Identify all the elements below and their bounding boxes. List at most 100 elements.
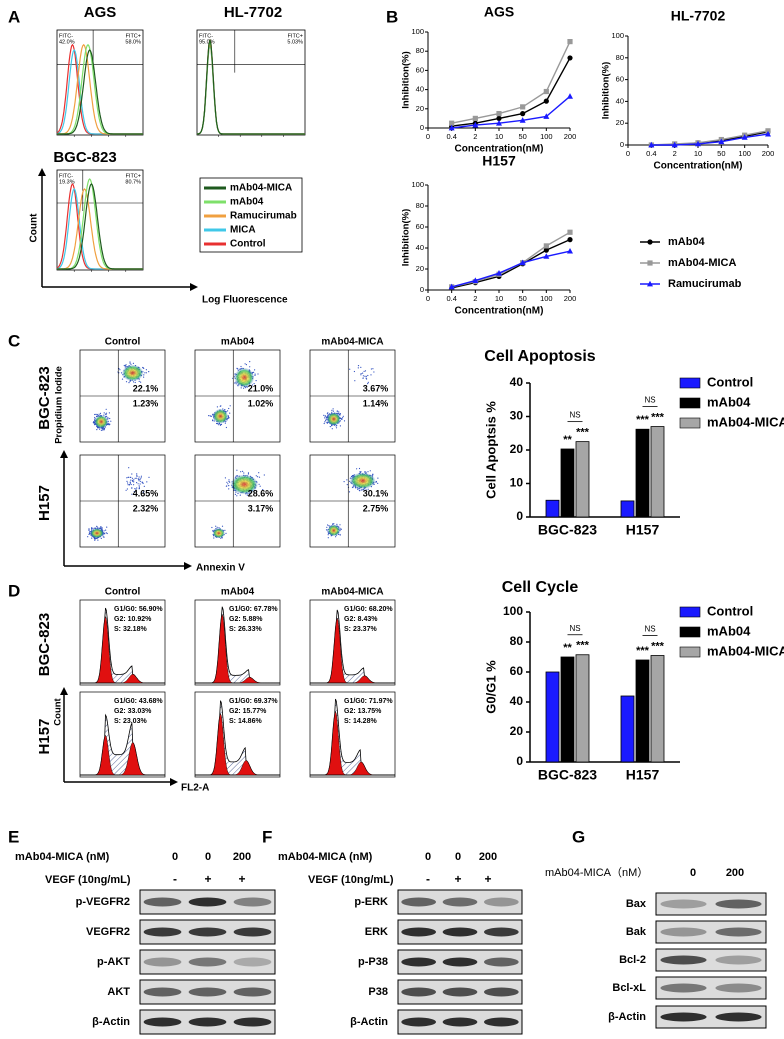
legend-label: mAb04: [230, 197, 264, 208]
legend-marker: [647, 280, 653, 287]
quadrant-percent: 1.14%: [363, 398, 389, 408]
event-dot: [367, 381, 369, 383]
gate-label: FITC+: [126, 173, 141, 179]
significance: **: [563, 434, 572, 446]
significance: NS: [569, 624, 580, 633]
y-tick-label: 100: [503, 604, 523, 618]
band-label: p-VEGFR2: [76, 896, 130, 908]
blot-band: [233, 1017, 272, 1027]
blot-band: [401, 897, 437, 907]
event-dot: [370, 374, 372, 376]
x-tick-label: 50: [518, 132, 526, 141]
event-dot: [372, 368, 374, 370]
event-dot: [323, 422, 325, 425]
data-point: [567, 247, 573, 254]
event-dot: [348, 491, 351, 493]
bar: [575, 654, 590, 763]
band-label: P38: [368, 986, 388, 998]
legend-label: Control: [707, 374, 753, 389]
event-dot: [225, 426, 227, 429]
blot-band: [483, 927, 519, 937]
g2-peak: [80, 674, 165, 684]
legend-marker: [647, 260, 653, 266]
event-dot: [91, 528, 93, 530]
event-dot: [324, 421, 326, 423]
axis-label: Concentration(nM): [455, 144, 544, 155]
arrowhead: [190, 283, 198, 291]
x-tick-label: 0.4: [446, 132, 456, 141]
event-dot: [359, 490, 361, 492]
panel-letter: F: [262, 827, 272, 846]
blot-band: [401, 1017, 437, 1027]
event-dot: [133, 479, 135, 481]
band-label: Bcl-2: [619, 954, 646, 966]
event-dot: [133, 484, 135, 486]
event-dot: [331, 428, 333, 430]
data-point: [519, 259, 526, 266]
band-label: β-Actin: [350, 1016, 388, 1028]
legend-label: mAb04: [707, 623, 751, 638]
event-dot: [94, 538, 96, 540]
event-dot: [258, 483, 260, 485]
event-dot: [208, 415, 210, 417]
blot-band: [715, 955, 762, 965]
row-label: H157: [36, 485, 53, 521]
histogram-frame: [79, 599, 166, 686]
event-dot: [229, 481, 231, 483]
event-dot: [93, 421, 95, 423]
event-dot: [332, 408, 334, 410]
event-dot: [136, 474, 138, 476]
event-dot: [234, 382, 236, 384]
arrowhead: [38, 168, 46, 176]
quadrant-percent: 2.32%: [133, 503, 159, 513]
series-line: [651, 133, 769, 146]
event-dot: [143, 376, 145, 378]
event-dot: [331, 409, 333, 411]
event-dot: [218, 424, 220, 426]
y-tick-label: 30: [510, 409, 524, 423]
band-label: ERK: [365, 926, 388, 938]
event-dot: [213, 537, 215, 539]
significance: NS: [644, 396, 655, 405]
band-label: β-Actin: [92, 1016, 130, 1028]
band-label: Bak: [626, 926, 647, 938]
band-label: VEGFR2: [86, 926, 130, 938]
data-point: [543, 243, 549, 249]
event-dot: [220, 424, 222, 426]
quadrant-percent: 3.67%: [363, 383, 389, 393]
event-dot: [132, 381, 135, 383]
bar: [635, 428, 650, 518]
data-point: [496, 120, 502, 126]
significance: ***: [576, 640, 590, 652]
significance: **: [563, 642, 572, 654]
x-tick-label: 0: [626, 149, 630, 158]
event-dot: [226, 481, 228, 483]
event-dot: [105, 412, 108, 414]
event-dot: [134, 381, 136, 384]
event-dot: [210, 415, 212, 417]
event-dot: [95, 413, 97, 415]
event-dot: [254, 373, 256, 375]
y-tick-label: 40: [510, 694, 524, 708]
treatment-value: +: [238, 872, 245, 886]
event-dot: [138, 486, 140, 488]
event-dot: [133, 491, 135, 493]
event-dot: [125, 381, 128, 383]
data-point: [741, 134, 748, 140]
flow-title: BGC-823: [53, 149, 116, 166]
event-dot: [132, 480, 134, 482]
arrowhead: [184, 562, 192, 570]
event-dot: [239, 494, 241, 496]
y-tick-label: 80: [616, 53, 624, 62]
event-dot: [327, 524, 329, 526]
event-dot: [360, 373, 362, 375]
x-tick-label: BGC-823: [538, 522, 597, 538]
treatment-value: +: [454, 872, 461, 886]
event-dot: [342, 415, 344, 417]
event-dot: [342, 417, 344, 419]
axis-label: Count: [29, 213, 40, 243]
event-dot: [339, 413, 341, 415]
y-tick-label: 20: [416, 264, 424, 273]
data-point: [567, 229, 573, 235]
